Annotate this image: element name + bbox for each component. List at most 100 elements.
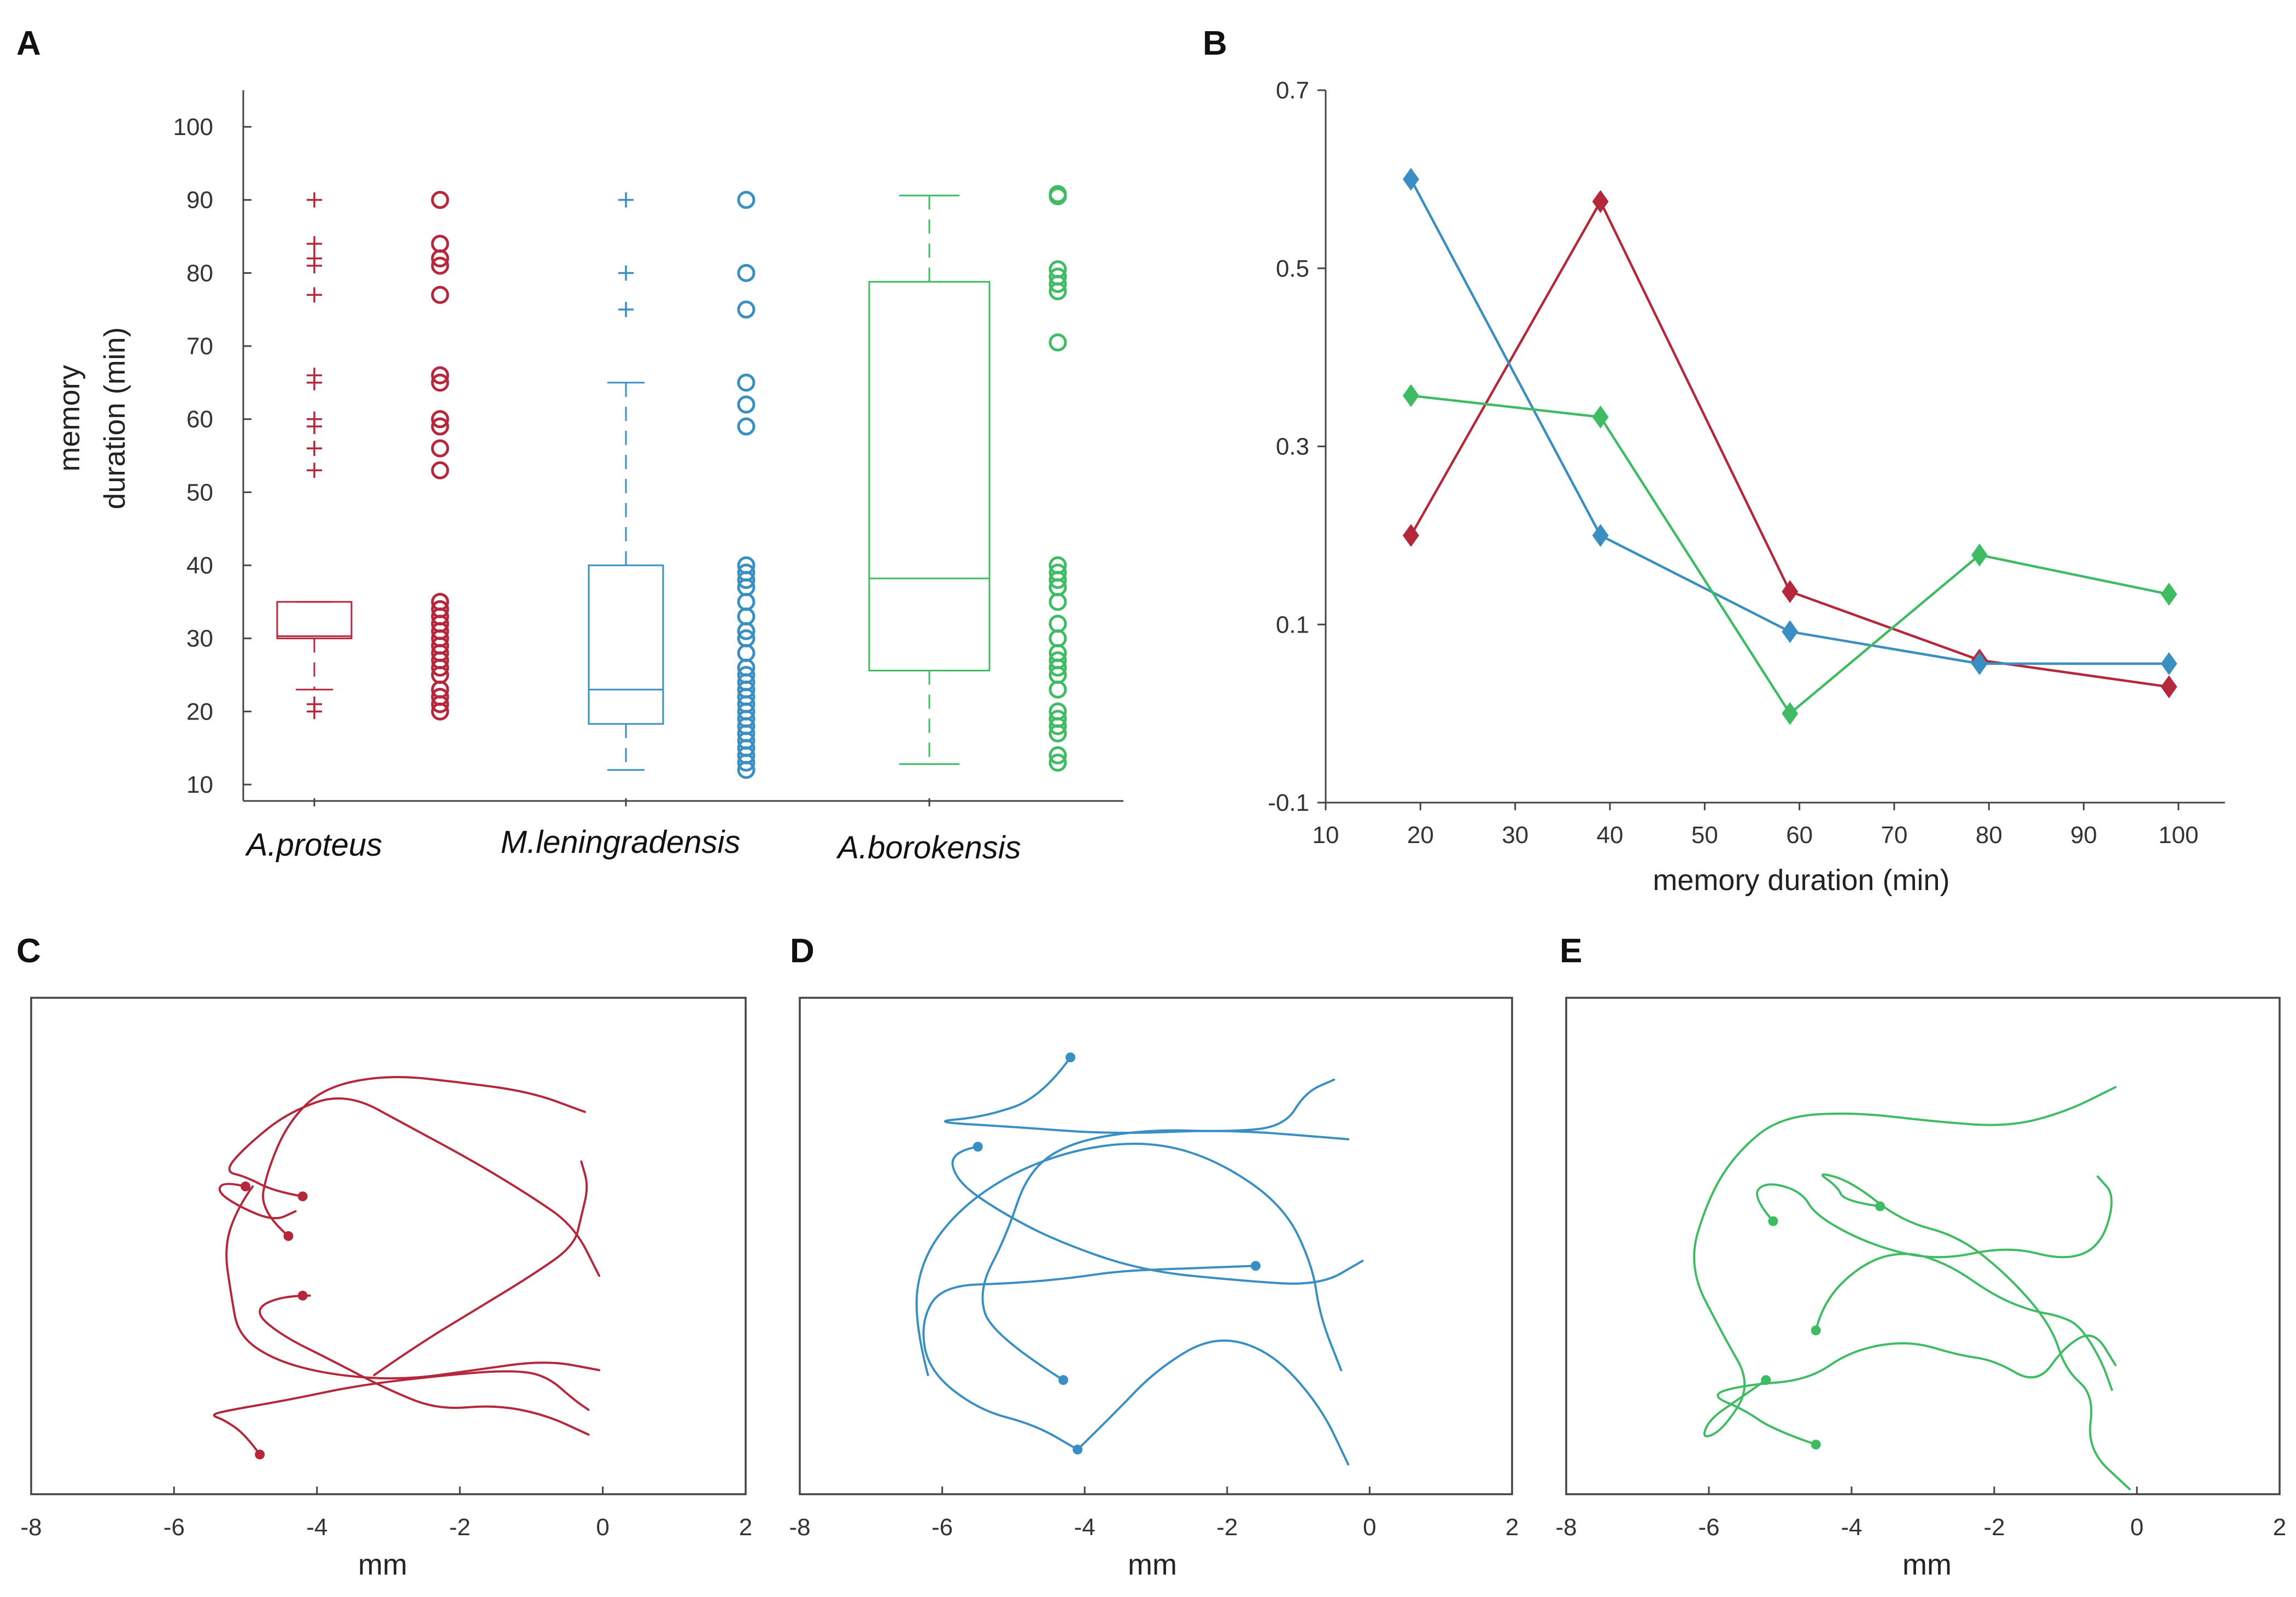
panel-a-ytick-label: 10 xyxy=(186,771,213,798)
panel-e-xtick-label: -6 xyxy=(1698,1514,1719,1541)
panel-b-ytick-label: 0.5 xyxy=(1276,255,1309,282)
panel-b-xtick-label: 90 xyxy=(2070,822,2097,849)
panel-e-start-point xyxy=(1875,1201,1885,1212)
panel-d-xtick-label: -2 xyxy=(1216,1514,1238,1541)
panel-c-trajectories: mm -8 -6 -4 -2 0 2 xyxy=(20,997,752,1581)
panel-b-ytick-label: 0.3 xyxy=(1276,434,1309,460)
panel-b-diamond-marker xyxy=(1782,702,1799,726)
panel-a-data-point xyxy=(1049,710,1067,728)
panel-e-frame xyxy=(1565,997,2281,1495)
panel-b-diamond-marker xyxy=(1971,543,1988,567)
panel-e-start-point xyxy=(1768,1216,1778,1226)
panel-d-start-point xyxy=(973,1142,983,1152)
panel-a-outlier xyxy=(307,411,322,427)
panel-a-data-point xyxy=(1049,333,1067,352)
panel-b-series-line xyxy=(1410,394,2170,716)
panel-b-ytick-label: 0.7 xyxy=(1276,77,1309,104)
panel-a-data-point xyxy=(737,629,755,648)
panel-b-ytick-label: 0.1 xyxy=(1276,611,1309,638)
panel-a-outlier xyxy=(618,265,634,281)
panel-a-box xyxy=(276,601,353,640)
panel-d-xlabel: mm xyxy=(1128,1548,1177,1581)
panel-a-data-point xyxy=(1049,260,1067,279)
panel-c-start-point xyxy=(297,1191,308,1202)
panel-a-data-point xyxy=(431,410,449,429)
panel-a-data-point xyxy=(1049,753,1067,772)
panel-a-data-point xyxy=(737,264,755,282)
panel-c-xlabel: mm xyxy=(358,1548,407,1581)
panel-b-linechart: memory duration (min) 10 20 30 40 50 60 70 80 90… xyxy=(1268,77,2225,897)
panel-b-xtick-label: 10 xyxy=(1313,822,1339,849)
panel-c-trajectory xyxy=(373,1160,588,1377)
panel-d-frame xyxy=(799,997,1513,1495)
panel-a-data-point xyxy=(431,593,449,611)
panel-c-start-point xyxy=(241,1181,251,1192)
panel-b-series-line xyxy=(1410,198,2170,688)
panel-d-start-point xyxy=(1073,1444,1083,1455)
panel-c-start-point xyxy=(283,1231,294,1241)
panel-e-trajectory xyxy=(1717,1335,2117,1446)
panel-a-outlier xyxy=(307,367,322,383)
panel-a-ytick-label: 100 xyxy=(173,114,213,141)
panel-c-xtick-label: -2 xyxy=(449,1514,471,1541)
panel-a-data-point xyxy=(737,300,755,319)
panel-a-data-point xyxy=(1049,556,1067,575)
panel-a-data-point xyxy=(737,373,755,392)
panel-letter-b: B xyxy=(1203,25,1227,62)
panel-e-xtick-label: 0 xyxy=(2130,1514,2143,1541)
panel-a-data-point xyxy=(431,688,449,706)
panel-d-trajectories: mm -8 -6 -4 -2 0 2 xyxy=(789,997,1519,1581)
panel-d-xtick-label: -4 xyxy=(1074,1514,1096,1541)
panel-d-xtick-label: -8 xyxy=(789,1514,810,1541)
panel-d-start-point xyxy=(1065,1052,1076,1062)
panel-b-xtick-label: 40 xyxy=(1597,822,1624,849)
panel-e-xtick-label: -8 xyxy=(1555,1514,1577,1541)
panel-a-outlier xyxy=(618,302,634,318)
panel-d-trajectory xyxy=(951,1145,1364,1285)
panel-a-ytick-label: 40 xyxy=(186,552,213,579)
panel-d-start-point xyxy=(1250,1261,1261,1271)
panel-d-trajectory xyxy=(922,1265,1257,1451)
panel-b-diamond-marker xyxy=(1403,524,1419,547)
panel-a-data-point xyxy=(737,556,755,575)
panel-a-data-point xyxy=(737,666,755,684)
panel-e-xtick-label: -4 xyxy=(1841,1514,1862,1541)
panel-e-trajectories: mm -8 -6 -4 -2 0 2 xyxy=(1555,997,2286,1581)
panel-a-data-point xyxy=(431,600,449,618)
panel-c-xtick-label: -8 xyxy=(20,1514,42,1541)
panel-d-xtick-label: 0 xyxy=(1363,1514,1376,1541)
panel-a-data-point xyxy=(1049,267,1067,286)
panel-a-data-point xyxy=(1049,746,1067,765)
panel-c-trajectory xyxy=(262,1075,586,1237)
panel-a-data-point xyxy=(1049,651,1067,670)
panel-c-xtick-label: -4 xyxy=(306,1514,327,1541)
panel-e-trajectory xyxy=(1821,1173,2131,1490)
panel-a-ylabel-line1: memory xyxy=(53,365,86,471)
panel-c-xtick-label: 2 xyxy=(739,1514,752,1541)
panel-a-data-point xyxy=(431,235,449,253)
panel-a-outlier xyxy=(618,192,634,208)
panel-letter-e: E xyxy=(1560,932,1582,970)
panel-c-trajectory xyxy=(225,1185,601,1380)
panel-a-data-point xyxy=(1049,563,1067,582)
panel-a-category-label: A.proteus xyxy=(245,827,382,863)
panel-a-ytick-label: 60 xyxy=(186,406,213,433)
panel-b-diamond-marker xyxy=(1971,652,1988,675)
panel-b-diamond-marker xyxy=(1592,405,1609,429)
panel-d-trajectory xyxy=(981,1078,1336,1382)
panel-d-trajectory xyxy=(1076,1339,1350,1466)
panel-b-xtick-label: 50 xyxy=(1691,822,1718,849)
panel-a-data-point xyxy=(737,607,755,626)
panel-c-trajectory xyxy=(228,1097,601,1277)
panel-a-data-point xyxy=(431,417,449,436)
panel-c-start-point xyxy=(297,1290,308,1301)
panel-a-data-point xyxy=(737,644,755,662)
panel-a-outlier xyxy=(307,250,322,266)
panel-a-outlier xyxy=(307,441,322,457)
panel-b-xtick-label: 70 xyxy=(1881,822,1908,849)
panel-c-xtick-label: 0 xyxy=(596,1514,609,1541)
panel-b-xtick-label: 20 xyxy=(1407,822,1434,849)
panel-c-trajectory xyxy=(213,1370,590,1456)
panel-a-ytick-label: 30 xyxy=(186,625,213,652)
